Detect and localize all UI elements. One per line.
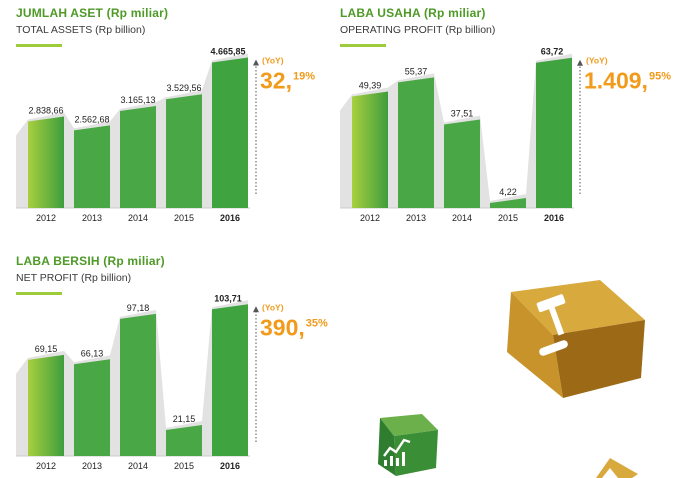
- x-tick-label: 2012: [36, 461, 56, 471]
- x-tick-label: 2015: [174, 213, 194, 223]
- yoy-label: (YoY): [262, 302, 284, 312]
- bar-2016: [536, 57, 572, 208]
- data-label: 97,18: [127, 303, 150, 313]
- data-label: 21,15: [173, 414, 196, 424]
- bar-2016: [212, 304, 248, 456]
- x-tick-label: 2014: [452, 213, 472, 223]
- cube-icon: [596, 458, 638, 478]
- bar-2015: [166, 425, 202, 456]
- data-label: 2.562,68: [74, 114, 109, 124]
- bar-2012: [352, 91, 388, 208]
- yoy-label: (YoY): [586, 56, 608, 66]
- bar-2012: [28, 354, 64, 456]
- chart-growth-icon: [378, 414, 438, 476]
- data-label: 103,71: [214, 293, 242, 303]
- bar-2015: [490, 198, 526, 208]
- gavel-cube-icon: [507, 280, 645, 398]
- data-label: 2.838,66: [28, 105, 63, 115]
- panel-net-profit: LABA BERSIH (Rp miliar) NET PROFIT (Rp b…: [16, 254, 328, 474]
- x-tick-label: 2014: [128, 461, 148, 471]
- data-label: 69,15: [35, 344, 58, 354]
- yoy-value: 390,: [260, 314, 305, 340]
- chart-subtitle: NET PROFIT (Rp billion): [16, 272, 132, 284]
- yoy-value: 32,: [260, 68, 292, 94]
- title-underline: [16, 292, 62, 295]
- x-tick-label: 2012: [36, 213, 56, 223]
- chart-title: JUMLAH ASET (Rp miliar): [16, 6, 169, 20]
- x-tick-label: 2014: [128, 213, 148, 223]
- x-tick-label: 2012: [360, 213, 380, 223]
- data-label: 3.529,56: [166, 83, 201, 93]
- bar-2012: [28, 116, 64, 208]
- data-label: 4.665,85: [210, 47, 245, 57]
- x-tick-label: 2013: [406, 213, 426, 223]
- chart-total-assets: 2.838,66 2012 2.562,68 2013 3.165,13 2014 3.52…: [16, 47, 315, 223]
- bar-2014: [120, 313, 156, 456]
- bar-2013: [398, 77, 434, 209]
- bar-2015: [166, 94, 202, 208]
- yoy-value-decimal: 19%: [293, 71, 315, 83]
- yoy-arrowhead: [253, 306, 259, 313]
- bar-2013: [74, 125, 110, 208]
- x-tick-label: 2015: [498, 213, 518, 223]
- bar-2013: [74, 359, 110, 456]
- bar-2014: [120, 105, 156, 208]
- x-tick-label: 2016: [544, 213, 564, 223]
- data-label: 3.165,13: [120, 95, 155, 105]
- data-label: 4,22: [499, 187, 517, 197]
- bar-2014: [444, 119, 480, 208]
- data-label: 66,13: [81, 348, 104, 358]
- chart-operating-profit: 49,39 2012 55,37 2013 37,51 2014 4,22 2015 63,72…: [340, 47, 671, 223]
- chart-title: LABA BERSIH (Rp miliar): [16, 254, 165, 268]
- x-tick-label: 2015: [174, 461, 194, 471]
- yoy-arrowhead: [577, 59, 583, 66]
- data-label: 37,51: [451, 109, 474, 119]
- data-label: 55,37: [405, 66, 428, 76]
- yoy-value-decimal: 35%: [306, 317, 328, 329]
- bar-2016: [212, 57, 248, 209]
- panel-total-assets: JUMLAH ASET (Rp miliar) TOTAL ASSETS (Rp…: [16, 6, 316, 226]
- x-tick-label: 2016: [220, 213, 240, 223]
- panel-operating-profit: LABA USAHA (Rp miliar) OPERATING PROFIT …: [340, 6, 671, 226]
- title-underline: [16, 44, 62, 47]
- yoy-label: (YoY): [262, 56, 284, 66]
- x-tick-label: 2016: [220, 461, 240, 471]
- data-label: 63,72: [541, 47, 564, 57]
- x-tick-label: 2013: [82, 461, 102, 471]
- data-label: 49,39: [359, 81, 382, 91]
- chart-subtitle: OPERATING PROFIT (Rp billion): [340, 24, 496, 36]
- yoy-value: 1.409,: [584, 68, 648, 94]
- yoy-arrowhead: [253, 59, 259, 66]
- x-tick-label: 2013: [82, 213, 102, 223]
- chart-net-profit: 69,15 2012 66,13 2013 97,18 2014 21,15 2015 103,…: [16, 293, 328, 471]
- chart-subtitle: TOTAL ASSETS (Rp billion): [16, 24, 146, 36]
- title-underline: [340, 44, 386, 47]
- chart-title: LABA USAHA (Rp miliar): [340, 6, 486, 20]
- yoy-value-decimal: 95%: [649, 71, 671, 83]
